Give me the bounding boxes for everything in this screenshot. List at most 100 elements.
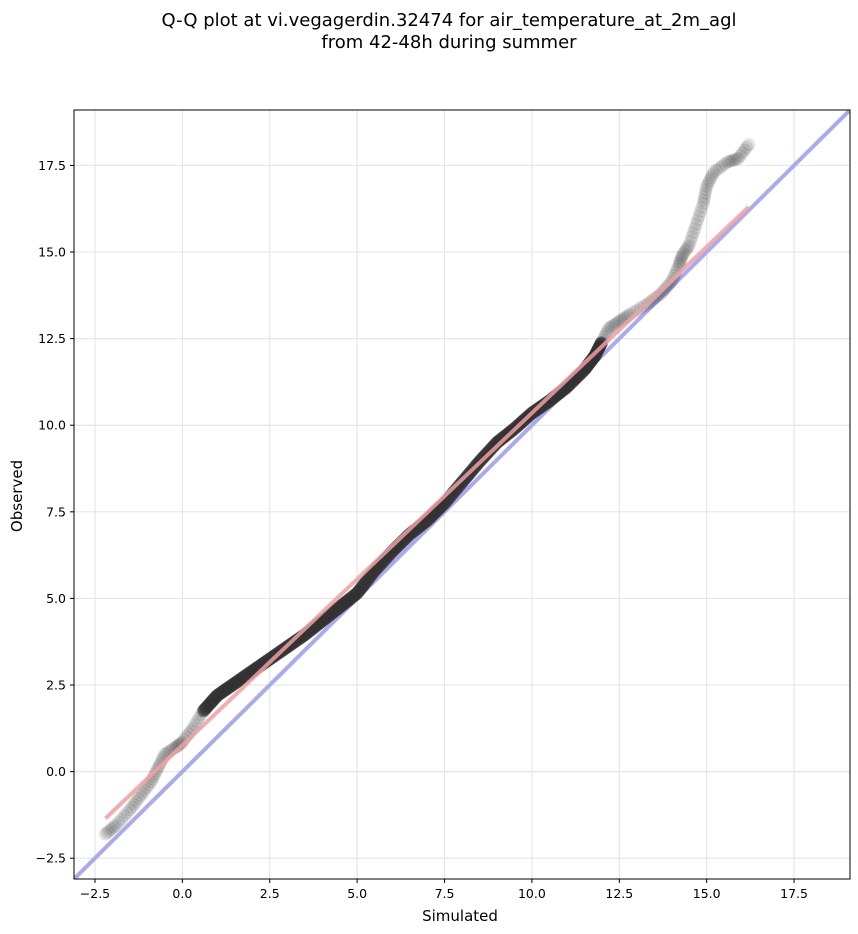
qq-point xyxy=(123,803,137,817)
qq-point xyxy=(326,605,340,619)
x-axis-label: Simulated xyxy=(422,907,498,925)
qq-point xyxy=(679,242,693,256)
qq-point xyxy=(702,174,716,188)
y-tick-label: −2.5 xyxy=(36,851,66,866)
fit-line xyxy=(104,205,751,820)
qq-point xyxy=(320,610,334,624)
qq-point xyxy=(587,350,601,364)
qq-point xyxy=(604,320,618,334)
qq-point xyxy=(289,634,303,648)
qq-point xyxy=(692,209,706,223)
qq-point xyxy=(219,682,233,696)
qq-point xyxy=(677,246,691,260)
qq-point xyxy=(673,255,687,269)
y-tick-label: 17.5 xyxy=(38,158,66,173)
qq-point xyxy=(675,251,689,265)
qq-point xyxy=(600,324,614,338)
qq-point xyxy=(237,670,251,684)
qq-point xyxy=(698,186,712,200)
qq-point xyxy=(733,149,747,163)
qq-point xyxy=(112,815,126,829)
y-tick-label: 5.0 xyxy=(46,591,66,606)
qq-point xyxy=(727,153,741,167)
qq-point xyxy=(485,441,499,455)
qq-point xyxy=(345,590,359,604)
qq-point xyxy=(365,567,379,581)
qq-point xyxy=(324,607,338,621)
qq-point xyxy=(207,692,221,706)
qq-point xyxy=(174,736,188,750)
qq-point xyxy=(222,680,236,694)
qq-point xyxy=(338,595,352,609)
qq-point xyxy=(695,201,709,215)
y-tick-label: 12.5 xyxy=(38,331,66,346)
qq-point xyxy=(205,694,219,708)
qq-point xyxy=(154,756,168,770)
qq-point xyxy=(288,635,302,649)
qq-point xyxy=(493,433,507,447)
qq-point xyxy=(220,682,234,696)
qq-point xyxy=(364,569,378,583)
qq-point xyxy=(729,152,743,166)
marks-layer xyxy=(74,110,850,879)
qq-point xyxy=(329,603,343,617)
qq-point xyxy=(103,824,117,838)
qq-point xyxy=(357,577,371,591)
qq-point xyxy=(699,183,713,197)
qq-point xyxy=(341,593,355,607)
y-tick-label: 10.0 xyxy=(38,418,66,433)
qq-point xyxy=(651,289,665,303)
qq-point xyxy=(330,602,344,616)
chart-title-line2: from 42-48h during summer xyxy=(321,32,577,53)
qq-point xyxy=(489,437,503,451)
qq-point xyxy=(656,284,670,298)
qq-point xyxy=(488,438,502,452)
qq-point xyxy=(693,205,707,219)
x-tick-label: 17.5 xyxy=(780,886,808,901)
qq-point xyxy=(321,609,335,623)
qq-point xyxy=(238,670,252,684)
qq-point xyxy=(487,439,501,453)
qq-point xyxy=(701,176,715,190)
x-tick-label: 0.0 xyxy=(172,886,192,901)
qq-point xyxy=(98,827,112,841)
qq-point xyxy=(678,244,692,258)
qq-point xyxy=(133,789,147,803)
qq-point xyxy=(322,609,336,623)
qq-point xyxy=(335,599,349,613)
qq-point xyxy=(287,635,301,649)
qq-point xyxy=(333,600,347,614)
qq-point xyxy=(715,159,729,173)
qq-point xyxy=(495,432,509,446)
qq-point xyxy=(263,652,277,666)
qq-point xyxy=(359,575,373,589)
qq-point xyxy=(361,572,375,586)
qq-point xyxy=(718,157,732,171)
qq-point xyxy=(201,699,215,713)
qq-point xyxy=(227,677,241,691)
x-tick-label: 12.5 xyxy=(605,886,633,901)
qq-point xyxy=(608,317,622,331)
qq-point xyxy=(203,696,217,710)
qq-point xyxy=(684,234,698,248)
qq-point xyxy=(236,671,250,685)
qq-point xyxy=(735,146,749,160)
qq-point xyxy=(594,337,608,351)
qq-point xyxy=(230,675,244,689)
qq-point xyxy=(538,397,552,411)
qq-point xyxy=(340,594,354,608)
qq-point xyxy=(238,669,252,683)
qq-point xyxy=(211,688,225,702)
qq-point xyxy=(602,321,616,335)
qq-point xyxy=(216,684,230,698)
qq-point xyxy=(202,698,216,712)
qq-point xyxy=(630,303,644,317)
qq-point xyxy=(332,601,346,615)
qq-point xyxy=(129,794,143,808)
qq-point xyxy=(358,576,372,590)
qq-point xyxy=(319,611,333,625)
qq-point xyxy=(209,690,223,704)
qq-point xyxy=(686,226,700,240)
qq-point xyxy=(700,179,714,193)
qq-point xyxy=(681,240,695,254)
